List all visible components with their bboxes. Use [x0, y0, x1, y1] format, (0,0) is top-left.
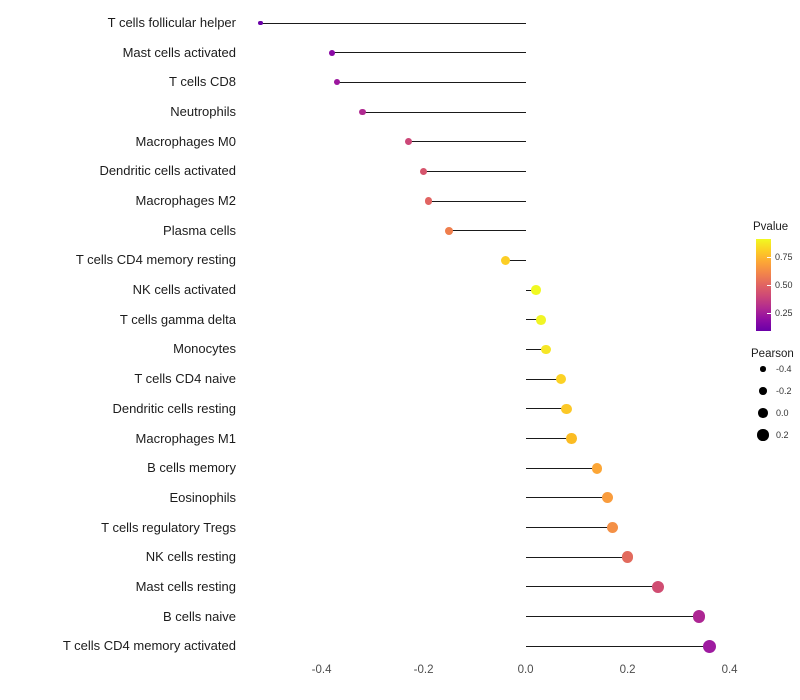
pvalue-tick-mark [767, 285, 771, 286]
category-label: T cells CD4 memory resting [75, 252, 236, 268]
category-label: Neutrophils [170, 104, 236, 120]
pearson-size-dot [760, 366, 766, 372]
category-label: T cells CD8 [169, 74, 236, 90]
lollipop-dot [445, 226, 454, 235]
pvalue-tick-label: 0.50 [775, 280, 793, 290]
lollipop-stem [428, 200, 526, 202]
category-label: T cells follicular helper [107, 15, 236, 30]
pvalue-tick-mark [767, 257, 771, 259]
category-label: NK cells activated [132, 282, 236, 298]
category-label: Macrophages M1 [135, 430, 236, 446]
lollipop-stem [525, 319, 541, 321]
lollipop-stem [408, 141, 526, 143]
category-label: Eosinophils [169, 489, 237, 505]
lollipop-dot [334, 79, 340, 86]
lollipop-stem [505, 259, 526, 261]
lollipop-dot [591, 462, 603, 474]
category-label: T cells gamma delta [119, 311, 236, 327]
category-label: Monocytes [173, 341, 236, 357]
lollipop-dot [561, 403, 572, 414]
category-label: T cells CD4 memory activated [62, 638, 236, 654]
pvalue-tick-label: 0.75 [775, 252, 793, 263]
category-label: B cells naive [163, 608, 236, 624]
x-tick-label: 0.2 [619, 664, 636, 676]
pearson-size-label: -0.2 [776, 386, 792, 396]
lollipop-dot [652, 580, 665, 593]
lollipop-stem [525, 378, 562, 380]
pvalue-tick-mark [767, 312, 771, 314]
lollipop-dot [536, 314, 546, 325]
pvalue-tick-label: 0.25 [775, 307, 793, 318]
lollipop-dot [404, 138, 412, 146]
lollipop-dot [601, 492, 613, 504]
x-tick-label: 0.0 [517, 664, 534, 676]
lollipop-dot [500, 255, 510, 265]
lollipop-stem [525, 438, 572, 440]
lollipop-stem [525, 616, 699, 618]
category-label: Mast cells activated [122, 44, 236, 60]
category-label: NK cells resting [145, 549, 236, 565]
lollipop-stem [362, 111, 526, 113]
lollipop-stem [423, 170, 526, 172]
lollipop-stem [525, 556, 628, 558]
lollipop-stem [525, 408, 567, 410]
lollipop-stem [260, 22, 526, 24]
category-label: T cells CD4 naive [134, 371, 236, 387]
lollipop-dot [692, 610, 706, 624]
lollipop-stem [449, 230, 526, 232]
pearson-size-label: 0.0 [776, 408, 789, 418]
lollipop-stem [525, 586, 659, 588]
lollipop-stem [525, 348, 546, 350]
category-label: Macrophages M0 [135, 133, 236, 149]
pearson-size-dot [759, 387, 767, 395]
pvalue-legend-title: Pvalue [753, 221, 789, 233]
lollipop-dot [424, 197, 433, 205]
pearson-legend-title: Pearson [751, 348, 794, 360]
lollipop-dot [702, 639, 716, 653]
lollipop-stem [331, 52, 526, 54]
lollipop-dot [606, 521, 618, 534]
lollipop-dot [328, 49, 335, 56]
pearson-size-dot [758, 408, 768, 418]
lollipop-stem [525, 289, 536, 291]
lollipop-stem [525, 645, 710, 647]
lollipop-stem [525, 467, 597, 469]
category-label: Dendritic cells activated [99, 163, 236, 179]
lollipop-dot [258, 20, 263, 26]
lollipop-stem [525, 497, 608, 499]
pvalue-colorbar [756, 239, 771, 331]
pearson-size-label: -0.4 [776, 364, 792, 374]
lollipop-dot [566, 433, 577, 444]
category-label: Plasma cells [163, 222, 236, 238]
category-label: Mast cells resting [135, 578, 236, 594]
lollipop-dot [556, 374, 567, 385]
lollipop-dot [530, 285, 541, 295]
pearson-size-label: 0.2 [776, 430, 789, 440]
x-tick-label: 0.4 [721, 664, 738, 676]
x-tick-label: -0.4 [311, 664, 332, 676]
lollipop-dot [419, 167, 428, 176]
lollipop-stem [336, 81, 526, 83]
lollipop-dot [621, 551, 634, 563]
category-label: B cells memory [147, 460, 236, 476]
lollipop-dot [359, 108, 366, 116]
category-label: T cells regulatory Tregs [101, 519, 236, 535]
x-tick-label: -0.2 [413, 664, 434, 676]
category-label: Dendritic cells resting [112, 400, 236, 416]
pearson-size-dot [757, 429, 769, 441]
category-label: Macrophages M2 [135, 193, 236, 209]
lollipop-stem [525, 527, 613, 529]
lollipop-dot [541, 344, 551, 355]
